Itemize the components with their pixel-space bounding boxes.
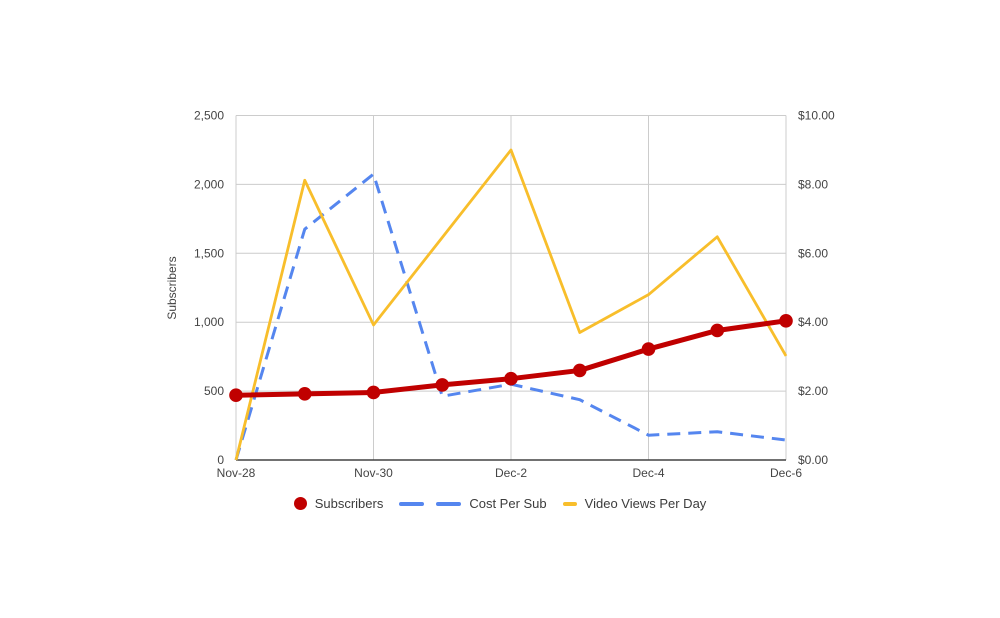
- svg-text:$6.00: $6.00: [798, 246, 828, 260]
- svg-text:Dec-2: Dec-2: [495, 466, 527, 480]
- svg-text:$4.00: $4.00: [798, 315, 828, 329]
- cost-per-sub-dashed-swatch-icon: [399, 501, 462, 506]
- svg-text:1,000: 1,000: [194, 315, 224, 329]
- subscribers-dot-swatch-icon: [293, 497, 307, 510]
- video-views-line-swatch-icon: [562, 501, 577, 506]
- legend-label-subscribers: Subscribers: [314, 496, 384, 511]
- svg-text:500: 500: [204, 384, 224, 398]
- legend-item-video-views[interactable]: Video Views Per Day: [562, 496, 707, 511]
- left-axis-title: Subscribers: [165, 256, 179, 320]
- svg-text:1,500: 1,500: [194, 246, 224, 260]
- svg-text:Dec-4: Dec-4: [632, 466, 664, 480]
- svg-text:$0.00: $0.00: [798, 453, 828, 467]
- svg-text:$2.00: $2.00: [798, 384, 828, 398]
- svg-text:Nov-28: Nov-28: [217, 466, 256, 480]
- svg-text:Nov-30: Nov-30: [354, 466, 393, 480]
- legend-item-cost-per-sub[interactable]: Cost Per Sub: [399, 496, 547, 511]
- legend-label-video-views: Video Views Per Day: [584, 496, 707, 511]
- legend-item-subscribers[interactable]: Subscribers: [293, 496, 384, 511]
- svg-text:2,500: 2,500: [194, 109, 224, 123]
- svg-text:$10.00: $10.00: [798, 109, 835, 123]
- svg-text:2,000: 2,000: [194, 177, 224, 191]
- svg-text:Dec-6: Dec-6: [770, 466, 802, 480]
- svg-text:0: 0: [217, 453, 224, 467]
- legend-label-cost-per-sub: Cost Per Sub: [469, 496, 547, 511]
- svg-text:$8.00: $8.00: [798, 177, 828, 191]
- chart-legend: Subscribers Cost Per Sub Video Views Per…: [0, 496, 1000, 511]
